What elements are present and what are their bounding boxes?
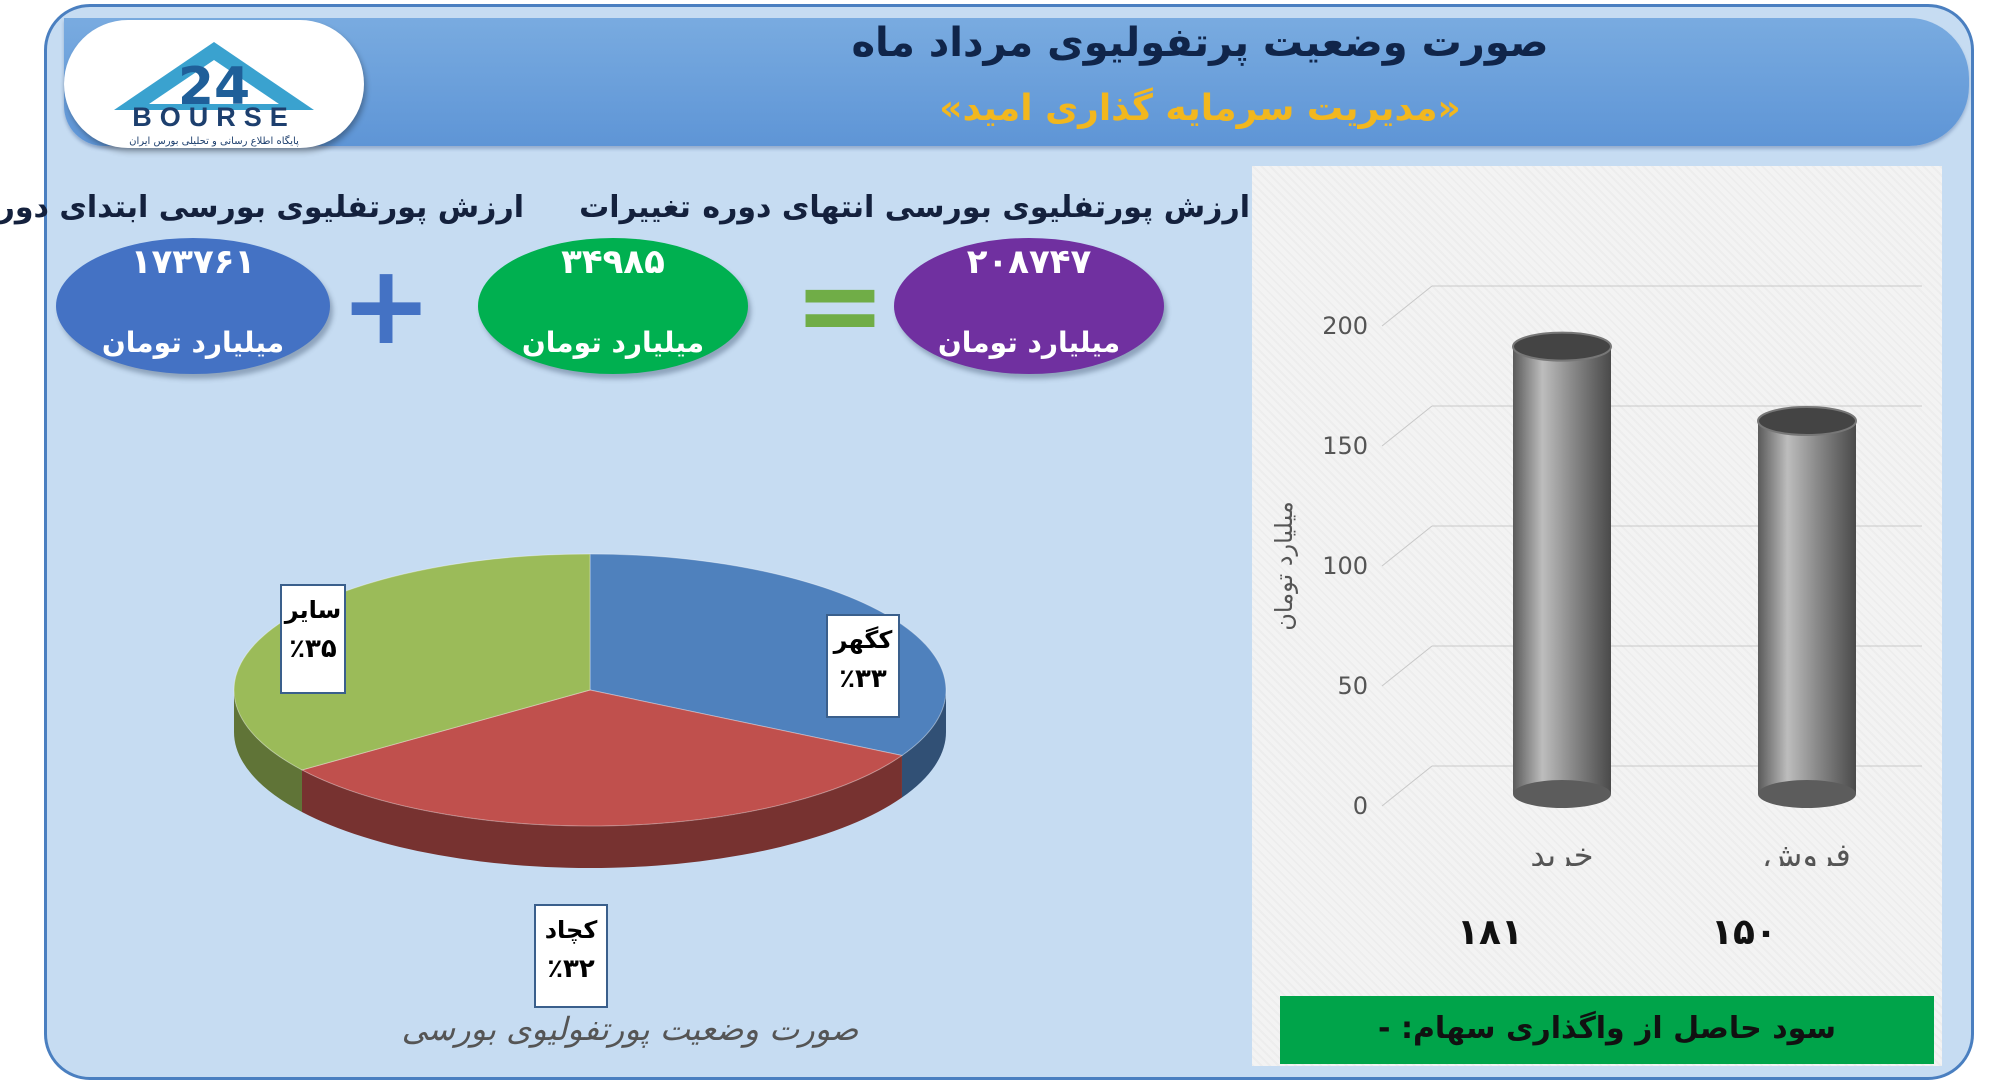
header-bar <box>64 18 1969 146</box>
gridline-slant <box>1381 285 1433 327</box>
logo-mark-icon: 24 <box>114 42 314 110</box>
pie-callout-kgahar: کگهر ٪۳۳ <box>826 614 900 718</box>
pie-slice-side <box>234 690 302 812</box>
bar-cap <box>1512 331 1612 362</box>
pie-slice-side <box>901 690 946 798</box>
pie-label-percent: ٪۳۳ <box>839 664 887 694</box>
logo-caption: پایگاه اطلاع رسانی و تحلیلی بورس ایران <box>129 136 299 147</box>
y-tick-label: 50 <box>1337 672 1368 700</box>
bar <box>1758 421 1856 794</box>
pie-sides <box>234 690 946 868</box>
start-value-oval: ۱۷۳۷۶۱ میلیارد تومان <box>56 238 330 374</box>
logo-mark-text: 24 <box>178 57 250 110</box>
pie-chart <box>233 553 947 868</box>
x-category-label: خرید <box>1530 836 1593 866</box>
gridline-slant <box>1381 525 1433 567</box>
change-value-oval: ۳۴۹۸۵ میلیارد تومان <box>478 238 748 374</box>
y-tick-label: 150 <box>1322 432 1368 460</box>
pie-label-percent: ٪۳۵ <box>289 634 337 664</box>
bar-value-buy: ۱۸۱ <box>1457 912 1523 953</box>
change-label: تغییرات <box>579 190 691 225</box>
logo-text: BOURSE <box>132 102 296 132</box>
pie-slice-side <box>301 755 902 868</box>
end-value-label: ارزش پورتفلیوی بورسی انتهای دوره <box>702 190 1250 225</box>
gridline-slant <box>1381 405 1433 447</box>
logo: 24 BOURSE پایگاه اطلاع رسانی و تحلیلی بو… <box>64 20 364 148</box>
y-axis-label: میلیارد تومان <box>1270 501 1298 630</box>
page-title: صورت وضعیت پرتفولیوی مرداد ماه <box>851 20 1549 66</box>
y-tick-label: 0 <box>1353 792 1368 820</box>
pie-label-name: سایر <box>284 596 342 624</box>
bar-value-sell: ۱۵۰ <box>1711 912 1777 953</box>
end-value-oval: ۲۰۸۷۴۷ میلیارد تومان <box>894 238 1164 374</box>
plus-sign-icon: + <box>340 241 433 369</box>
bar-base <box>1758 780 1856 808</box>
pie-label-percent: ٪۳۲ <box>547 954 595 984</box>
pie-title: صورت وضعیت پورتفولیوی بورسی <box>401 1010 859 1048</box>
page-subtitle: «مدیریت سرمایه گذاری امید» <box>939 88 1461 129</box>
start-value-unit: میلیارد تومان <box>101 326 285 359</box>
bar-cap <box>1757 406 1857 436</box>
change-value-unit: میلیارد تومان <box>521 326 705 359</box>
pie-slice <box>300 689 904 827</box>
x-category-label: فروش <box>1763 836 1850 866</box>
pie-label-name: کگهر <box>833 626 893 654</box>
profit-box: سود حاصل از واگذاری سهام: - <box>1280 996 1934 1064</box>
start-value-number: ۱۷۳۷۶۱ <box>130 242 256 282</box>
gridline-slant <box>1381 645 1433 687</box>
bar-chart: 0 50 100 150 200 میلیارد تومان خرید فروش <box>1270 285 1922 866</box>
bar <box>1513 346 1611 794</box>
y-tick-label: 200 <box>1322 312 1368 340</box>
pie-callout-kchad: کچاد ٪۳۲ <box>534 904 608 1008</box>
start-value-label: ارزش پورتفلیوی بورسی ابتدای دوره <box>0 190 524 225</box>
equals-sign-icon: = <box>793 241 887 369</box>
change-value-number: ۳۴۹۸۵ <box>561 242 665 282</box>
bar-base <box>1513 780 1611 808</box>
y-tick-label: 100 <box>1322 552 1368 580</box>
gridline-slant <box>1381 765 1433 807</box>
end-value-unit: میلیارد تومان <box>937 326 1121 359</box>
end-value-number: ۲۰۸۷۴۷ <box>966 242 1092 282</box>
pie-label-name: کچاد <box>544 916 598 944</box>
pie-callout-other: سایر ٪۳۵ <box>280 584 346 694</box>
